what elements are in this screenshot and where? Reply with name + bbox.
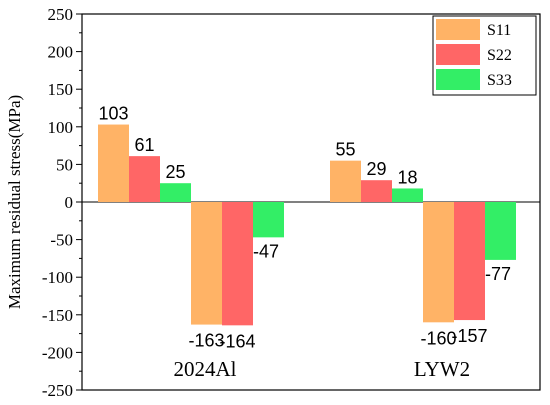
y-tick-label: -150 [42, 306, 73, 325]
bar-lyw2-s11-positive [330, 160, 361, 202]
data-label: 55 [335, 140, 355, 160]
y-tick-label: 200 [48, 43, 74, 62]
bar-lyw2-s33-negative [485, 202, 516, 260]
legend-swatch-s11 [436, 19, 480, 40]
data-label: 29 [366, 159, 386, 179]
bar-lyw2-s33-positive [392, 188, 423, 202]
y-tick-label: -100 [42, 268, 73, 287]
legend-label-s22: S22 [487, 47, 512, 64]
bar-lyw2-s11-negative [423, 202, 454, 323]
bar-lyw2-s22-positive [361, 180, 392, 202]
legend-label-s33: S33 [487, 72, 512, 89]
bars [98, 124, 516, 326]
data-label: -47 [253, 241, 279, 261]
legend: S11 S22 S33 [432, 15, 537, 96]
y-tick-label: 250 [48, 5, 74, 24]
data-label: 25 [165, 162, 185, 182]
bar-lyw2-s22-negative [454, 202, 485, 321]
category-label-lyw2: LYW2 [414, 357, 470, 381]
data-label: 61 [134, 135, 154, 155]
y-axis-title: Maximum residual stress(MPa) [5, 95, 24, 309]
bar-2024al-s33-negative [253, 202, 284, 238]
y-tick-label: -200 [42, 343, 73, 362]
legend-swatch-s33 [436, 69, 480, 90]
data-label: 103 [98, 104, 128, 124]
bar-2024al-s22-positive [129, 156, 160, 202]
legend-swatch-s22 [436, 44, 480, 65]
y-tick-label: 50 [56, 155, 73, 174]
y-tick-label: 100 [48, 118, 74, 137]
bar-2024al-s11-negative [191, 202, 222, 325]
data-label: -160 [420, 328, 456, 348]
y-tick-label: 0 [65, 193, 74, 212]
data-label: -164 [219, 331, 255, 351]
y-tick-label: 150 [48, 80, 74, 99]
data-label: -157 [451, 326, 487, 346]
y-tick-label: -50 [50, 231, 73, 250]
data-label: -77 [485, 264, 511, 284]
legend-label-s11: S11 [487, 22, 511, 39]
data-label: 18 [397, 167, 417, 187]
y-axis-ticks: 250 200 150 100 50 0 -50 -100 -150 -200 -250 [42, 5, 82, 400]
bar-2024al-s11-positive [98, 124, 129, 202]
category-label-2024al: 2024Al [174, 357, 237, 381]
data-label: -163 [188, 331, 224, 351]
plot-area: 250 200 150 100 50 0 -50 -100 -150 -200 -250 103 61… [42, 5, 541, 400]
bar-2024al-s33-positive [160, 183, 191, 202]
category-labels: 2024Al LYW2 [174, 357, 471, 381]
y-tick-label: -250 [42, 381, 73, 400]
data-labels: 103 61 25 -163-164 -47 55 29 18 -160-157 -77 [98, 104, 511, 352]
bar-2024al-s22-negative [222, 202, 253, 326]
